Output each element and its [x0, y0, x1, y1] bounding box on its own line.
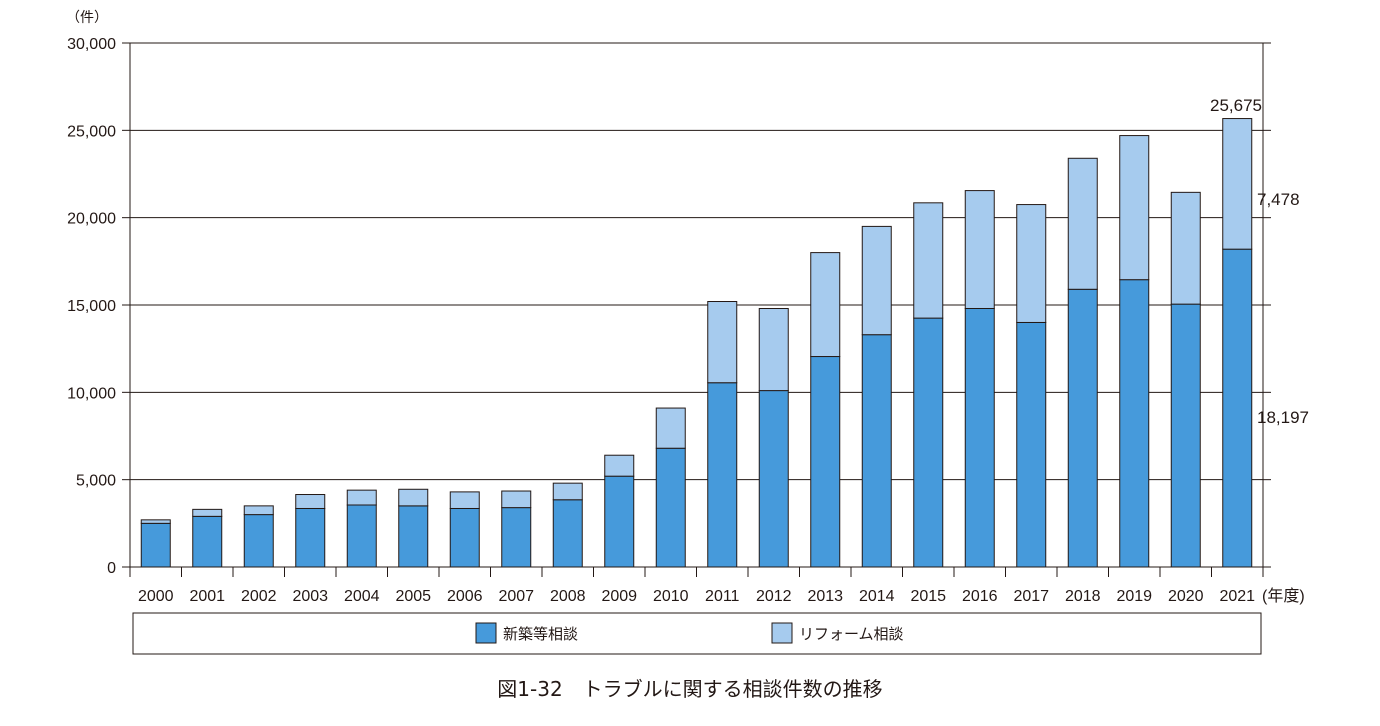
x-tick-label: 2008 — [550, 588, 586, 605]
bar-new-2002 — [243, 514, 274, 568]
bar-reform-2002 — [243, 505, 274, 516]
bar-reform-2005 — [398, 488, 429, 507]
y-tick-label: 20,000 — [67, 211, 116, 228]
bar-new-2005 — [398, 505, 429, 568]
bar-new-2008 — [552, 499, 583, 568]
x-tick-label: 2006 — [447, 588, 483, 605]
x-tick-label: 2014 — [859, 588, 895, 605]
bar-new-2001 — [192, 515, 223, 568]
y-tick-label: 5,000 — [76, 473, 116, 490]
legend-frame — [132, 612, 1262, 655]
legend: 新築等相談 リフォーム相談 — [132, 612, 1262, 655]
annotation-reform-2021: 7,478 — [1257, 190, 1300, 209]
legend-label-reform: リフォーム相談 — [799, 625, 904, 643]
bar-reform-2010 — [655, 407, 686, 449]
bar-new-2015 — [913, 317, 944, 568]
x-tick-label: 2017 — [1013, 588, 1049, 605]
x-tick-label: 2004 — [344, 588, 380, 605]
x-tick-label: 2009 — [601, 588, 637, 605]
x-tick-label: 2010 — [653, 588, 689, 605]
legend-label-new: 新築等相談 — [503, 625, 578, 643]
x-tick-label: 2007 — [498, 588, 534, 605]
bar-new-2000 — [140, 522, 171, 568]
bar-new-2009 — [604, 475, 635, 568]
bar-new-2019 — [1119, 279, 1150, 568]
bar-new-2010 — [655, 447, 686, 568]
annotation-new-2021: 18,197 — [1257, 408, 1309, 427]
bar-reform-2013 — [810, 252, 841, 358]
bar-reform-2020 — [1170, 191, 1201, 305]
x-tick-label: 2019 — [1116, 588, 1152, 605]
x-tick-label: 2020 — [1168, 588, 1204, 605]
x-tick-labels: 2000 2001 2002 2003 2004 2005 2006 2007 2008 2009… — [138, 588, 1255, 605]
x-tick-label: 2000 — [138, 588, 174, 605]
bar-new-2016 — [964, 307, 995, 568]
y-tick-label: 25,000 — [67, 123, 116, 140]
bar-new-2003 — [295, 507, 326, 568]
y-tick-label: 10,000 — [67, 385, 116, 402]
x-tick-label: 2018 — [1065, 588, 1101, 605]
bars — [140, 118, 1253, 568]
bar-reform-2016 — [964, 190, 995, 309]
bar-reform-2021 — [1222, 118, 1253, 250]
bar-reform-2009 — [604, 454, 635, 477]
y-axis-unit: （件） — [66, 10, 108, 26]
x-tick-label: 2005 — [395, 588, 431, 605]
x-tick-label: 2013 — [807, 588, 843, 605]
bar-new-2007 — [501, 507, 532, 568]
bar-reform-2008 — [552, 482, 583, 501]
x-tick-label: 2003 — [292, 588, 328, 605]
bar-reform-2014 — [861, 225, 892, 336]
bar-reform-2015 — [913, 202, 944, 319]
bar-reform-2018 — [1067, 157, 1098, 290]
bar-reform-2007 — [501, 490, 532, 509]
bar-new-2018 — [1067, 288, 1098, 568]
gridlines — [122, 42, 1271, 568]
bar-reform-2019 — [1119, 135, 1150, 281]
legend-swatch-reform — [771, 622, 793, 644]
bar-new-2014 — [861, 334, 892, 568]
bar-new-2020 — [1170, 303, 1201, 568]
bar-reform-2004 — [346, 489, 377, 506]
x-tick-label: 2011 — [705, 588, 740, 605]
bar-reform-2017 — [1016, 204, 1047, 323]
x-tick-label: 2016 — [962, 588, 998, 605]
x-tick-label: 2012 — [756, 588, 792, 605]
annotation-total-2021: 25,675 — [1210, 96, 1262, 115]
x-tick-label: 2021 — [1219, 588, 1255, 605]
bar-new-2017 — [1016, 321, 1047, 568]
chart-title: 図1-32 トラブルに関する相談件数の推移 — [497, 677, 882, 701]
bar-new-2011 — [707, 382, 738, 568]
y-tick-label: 15,000 — [67, 298, 116, 315]
x-tick-label: 2015 — [910, 588, 946, 605]
bar-new-2013 — [810, 356, 841, 568]
x-ticks — [129, 567, 1264, 577]
bar-new-2021 — [1222, 248, 1253, 568]
bar-new-2012 — [758, 390, 789, 568]
bar-new-2006 — [449, 507, 480, 568]
y-tick-labels: 0 5,000 10,000 15,000 20,000 25,000 30,000 — [67, 36, 116, 577]
bar-reform-2001 — [192, 508, 223, 517]
bar-reform-2006 — [449, 491, 480, 509]
x-tick-label: 2001 — [189, 588, 225, 605]
legend-swatch-new — [475, 622, 497, 644]
bar-reform-2000 — [140, 519, 171, 524]
bar-reform-2003 — [295, 494, 326, 509]
bar-new-2004 — [346, 504, 377, 568]
x-axis-unit: (年度) — [1262, 587, 1305, 605]
y-tick-label: 0 — [107, 560, 116, 577]
bar-reform-2012 — [758, 307, 789, 392]
x-tick-label: 2002 — [241, 588, 277, 605]
bar-reform-2011 — [707, 301, 738, 384]
y-tick-label: 30,000 — [67, 36, 116, 53]
